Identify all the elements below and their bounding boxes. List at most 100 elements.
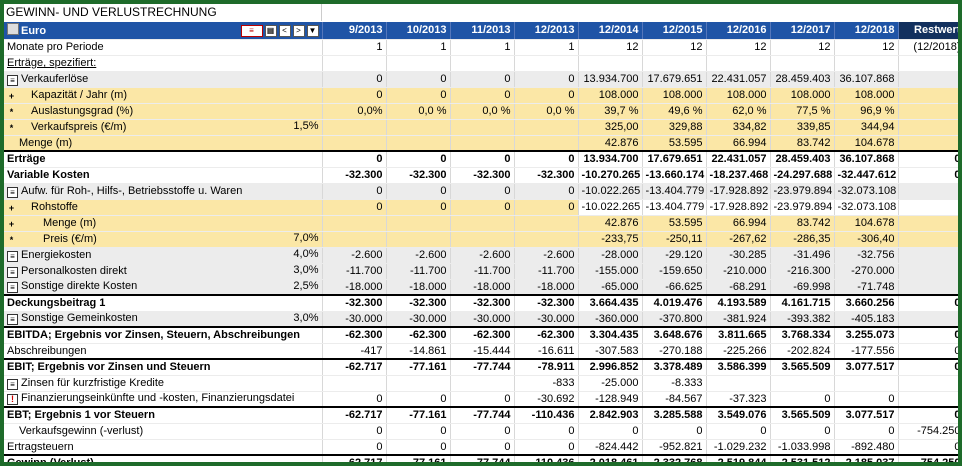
value-cell[interactable]: 22.431.057 (706, 150, 771, 168)
value-cell[interactable]: -29.120 (642, 247, 707, 264)
value-cell[interactable]: 36.107.868 (834, 71, 899, 88)
value-cell[interactable]: (12/2018) (898, 39, 958, 56)
value-cell[interactable]: -30.000 (514, 311, 579, 328)
value-cell[interactable]: -155.000 (578, 263, 643, 280)
value-cell[interactable]: -65.000 (578, 279, 643, 296)
value-cell[interactable] (386, 231, 451, 248)
value-cell[interactable]: 3.285.588 (642, 406, 707, 424)
value-cell[interactable]: 96,9 % (834, 103, 899, 120)
value-cell[interactable]: 0 (322, 183, 387, 200)
value-cell[interactable]: 1 (322, 39, 387, 56)
value-cell[interactable]: -77.744 (450, 358, 515, 376)
value-cell[interactable]: 22.431.057 (706, 71, 771, 88)
value-cell[interactable]: 0 (898, 294, 958, 312)
value-cell[interactable]: -18.000 (450, 279, 515, 296)
asterisk-icon[interactable]: * (9, 123, 14, 133)
value-cell[interactable]: -11.700 (386, 263, 451, 280)
row-percent[interactable]: 3,0% (293, 263, 319, 276)
value-cell[interactable] (322, 231, 387, 248)
value-cell[interactable]: 36.107.868 (834, 150, 899, 168)
value-cell[interactable]: -267,62 (706, 231, 771, 248)
value-cell[interactable] (898, 375, 958, 392)
value-cell[interactable]: -2.600 (386, 247, 451, 264)
value-cell[interactable]: -405.183 (834, 311, 899, 328)
value-cell[interactable]: -32.300 (386, 167, 451, 184)
value-cell[interactable]: 2.996.852 (578, 358, 643, 376)
value-cell[interactable]: -233,75 (578, 231, 643, 248)
value-cell[interactable]: 1 (514, 39, 579, 56)
value-cell[interactable]: -833 (514, 375, 579, 392)
value-cell[interactable] (386, 55, 451, 72)
expand-icon[interactable]: ≡ (7, 378, 18, 390)
value-cell[interactable]: 0 (450, 423, 515, 440)
value-cell[interactable]: 0 (834, 391, 899, 408)
value-cell[interactable]: -30.000 (450, 311, 515, 328)
value-cell[interactable]: 0 (514, 87, 579, 104)
value-cell[interactable]: -66.625 (642, 279, 707, 296)
value-cell[interactable]: 0 (834, 423, 899, 440)
value-cell[interactable] (642, 55, 707, 72)
value-cell[interactable]: -824.442 (578, 439, 643, 456)
expand-icon[interactable]: ≡ (7, 74, 18, 86)
row-percent[interactable]: 2,5% (293, 279, 319, 292)
value-cell[interactable]: -37.323 (706, 391, 771, 408)
value-cell[interactable]: -128.949 (578, 391, 643, 408)
value-cell[interactable]: 3.648.676 (642, 326, 707, 344)
value-cell[interactable] (898, 391, 958, 408)
value-cell[interactable] (898, 279, 958, 296)
value-cell[interactable]: 344,94 (834, 119, 899, 136)
value-cell[interactable]: -32.300 (450, 167, 515, 184)
value-cell[interactable]: 0 (322, 150, 387, 168)
value-cell[interactable]: 0 (514, 150, 579, 168)
value-cell[interactable]: -32.300 (514, 294, 579, 312)
value-cell[interactable]: 0 (450, 439, 515, 456)
value-cell[interactable] (578, 55, 643, 72)
value-cell[interactable]: 108.000 (770, 87, 835, 104)
value-cell[interactable]: -1.033.998 (770, 439, 835, 456)
value-cell[interactable]: -77.744 (450, 406, 515, 424)
value-cell[interactable]: 2.531.512 (770, 454, 835, 462)
value-cell[interactable]: -306,40 (834, 231, 899, 248)
value-cell[interactable]: -754.250 (898, 423, 958, 440)
value-cell[interactable]: 0 (898, 167, 958, 184)
value-cell[interactable]: 339,85 (770, 119, 835, 136)
value-cell[interactable]: 39,7 % (578, 103, 643, 120)
value-cell[interactable] (450, 375, 515, 392)
value-cell[interactable]: 0 (386, 391, 451, 408)
value-cell[interactable]: -23.979.894 (770, 183, 835, 200)
value-cell[interactable]: -18.000 (322, 279, 387, 296)
value-cell[interactable]: 3.586.399 (706, 358, 771, 376)
value-cell[interactable] (898, 119, 958, 136)
value-cell[interactable]: -62.717 (322, 406, 387, 424)
value-cell[interactable]: -77.744 (450, 454, 515, 462)
value-cell[interactable]: -10.022.265 (578, 183, 643, 200)
value-cell[interactable]: -393.382 (770, 311, 835, 328)
value-cell[interactable]: 12 (578, 39, 643, 56)
value-cell[interactable] (386, 119, 451, 136)
value-cell[interactable]: -30.000 (322, 311, 387, 328)
value-cell[interactable]: 0 (514, 199, 579, 216)
value-cell[interactable] (322, 55, 387, 72)
value-cell[interactable]: 4.193.589 (706, 294, 771, 312)
value-cell[interactable]: -1.029.232 (706, 439, 771, 456)
value-cell[interactable]: 2.842.903 (578, 406, 643, 424)
value-cell[interactable]: -32.300 (386, 294, 451, 312)
value-cell[interactable]: 0 (386, 87, 451, 104)
next-button[interactable]: > (292, 25, 305, 38)
value-cell[interactable]: 1 (386, 39, 451, 56)
value-cell[interactable]: 0 (386, 183, 451, 200)
value-cell[interactable] (898, 87, 958, 104)
prev-button[interactable]: < (278, 25, 291, 38)
value-cell[interactable]: 0 (450, 199, 515, 216)
value-cell[interactable] (834, 375, 899, 392)
value-cell[interactable]: 0,0 % (450, 103, 515, 120)
value-cell[interactable] (514, 231, 579, 248)
value-cell[interactable] (514, 215, 579, 232)
value-cell[interactable]: 0 (898, 150, 958, 168)
value-cell[interactable]: -77.161 (386, 406, 451, 424)
value-cell[interactable] (450, 215, 515, 232)
value-cell[interactable]: -360.000 (578, 311, 643, 328)
value-cell[interactable]: -307.583 (578, 343, 643, 360)
value-cell[interactable]: 3.664.435 (578, 294, 643, 312)
value-cell[interactable] (450, 55, 515, 72)
